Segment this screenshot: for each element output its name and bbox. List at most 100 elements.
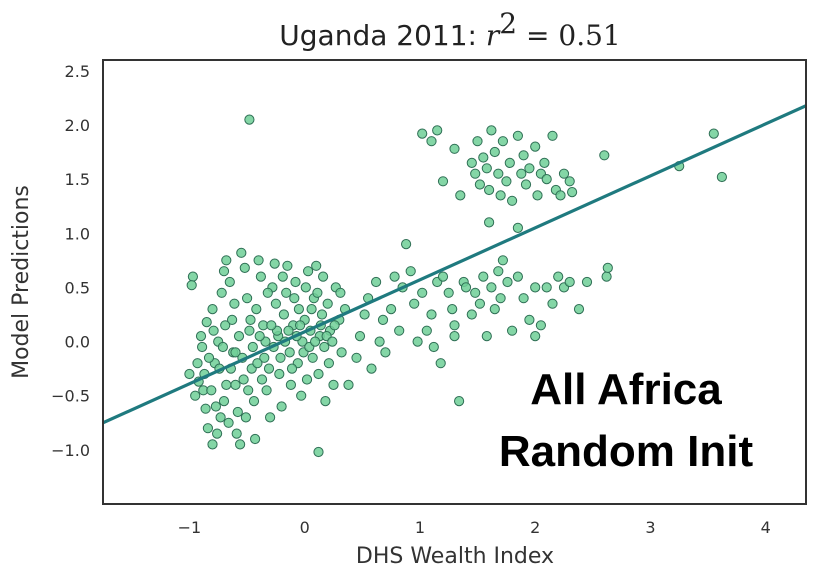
y-tick-label: 0.5 [65, 278, 90, 297]
data-point [336, 347, 347, 358]
data-point [244, 114, 255, 125]
data-point [221, 255, 232, 266]
data-point [518, 150, 529, 161]
y-tick-label: −0.5 [51, 387, 90, 406]
data-point [389, 271, 400, 282]
data-point [443, 287, 454, 298]
data-point [239, 262, 250, 273]
data-point [437, 176, 449, 187]
title-relation: = [517, 19, 558, 52]
data-point [323, 358, 334, 369]
data-point [555, 190, 566, 201]
data-point [601, 271, 612, 282]
data-point [343, 379, 354, 390]
x-tick-label: 2 [530, 518, 540, 537]
data-point [221, 379, 232, 390]
y-axis-ticks: −1.0 −0.5 0.0 0.5 1.0 1.5 2.0 2.5 [51, 62, 90, 460]
data-point [449, 143, 460, 154]
data-point [474, 298, 485, 309]
x-tick-label: −1 [178, 518, 202, 537]
data-point [417, 287, 428, 298]
plot-frame [102, 59, 807, 505]
x-axis-label: DHS Wealth Index [356, 544, 554, 569]
data-point [276, 401, 287, 412]
y-tick-label: 1.5 [65, 170, 90, 189]
data-point [316, 309, 328, 320]
data-point [197, 341, 208, 353]
data-point [293, 304, 304, 315]
data-point [313, 446, 324, 458]
data-point [421, 325, 432, 336]
data-point [215, 412, 226, 423]
title-exponent: 2 [499, 7, 517, 40]
data-point [351, 352, 362, 363]
data-point [501, 176, 512, 187]
data-point [708, 128, 719, 139]
data-point [295, 320, 306, 331]
data-point [307, 352, 318, 363]
data-point [217, 341, 228, 353]
data-point [244, 325, 255, 336]
data-point [493, 168, 504, 179]
data-point [541, 282, 552, 293]
data-point [602, 262, 613, 273]
data-point [599, 150, 610, 161]
data-point [318, 271, 329, 282]
annotation-line-2: Random Init [499, 427, 754, 476]
data-point [195, 331, 207, 342]
data-point [250, 433, 261, 445]
data-point [282, 260, 293, 271]
data-point [201, 317, 212, 328]
data-point [206, 385, 217, 396]
data-point [539, 157, 550, 168]
data-point [184, 368, 195, 380]
y-axis-label: Model Predictions [9, 185, 34, 379]
data-point [558, 168, 570, 179]
data-point [506, 195, 518, 206]
data-point [210, 401, 221, 412]
data-point [716, 171, 728, 183]
data-point [284, 347, 295, 358]
title-prefix: Uganda 2011: [279, 19, 486, 52]
data-point [312, 287, 323, 298]
data-point [512, 130, 524, 141]
data-point [495, 293, 506, 304]
data-point [236, 247, 247, 258]
data-point [290, 276, 301, 288]
data-point [301, 374, 313, 385]
data-point [252, 358, 263, 369]
data-point [202, 423, 213, 434]
title-variable: r [486, 19, 501, 52]
regression-line [103, 104, 806, 425]
data-point [240, 412, 251, 423]
data-point [497, 255, 508, 266]
data-point [216, 287, 227, 298]
data-point [354, 331, 366, 342]
data-point [227, 314, 238, 325]
data-point [553, 271, 564, 282]
data-point [377, 314, 389, 325]
data-point [504, 157, 515, 168]
data-point [454, 396, 465, 407]
data-point [386, 304, 397, 315]
data-point [366, 363, 377, 374]
data-point [435, 358, 446, 369]
data-point [256, 374, 268, 385]
data-point [251, 304, 262, 315]
data-point [564, 276, 575, 288]
data-point [238, 374, 249, 385]
data-point [447, 304, 458, 315]
data-point [481, 331, 492, 342]
data-point [275, 352, 286, 363]
data-point [581, 276, 593, 288]
data-point [242, 293, 253, 304]
data-point [230, 379, 241, 390]
annotation-line-1: All Africa [530, 365, 722, 414]
y-tick-label: 0.0 [65, 333, 90, 352]
data-point [285, 379, 296, 390]
data-point [200, 403, 211, 414]
y-tick-label: −1.0 [51, 441, 90, 460]
data-point [481, 163, 492, 174]
data-point [320, 396, 331, 407]
data-point [502, 276, 513, 288]
